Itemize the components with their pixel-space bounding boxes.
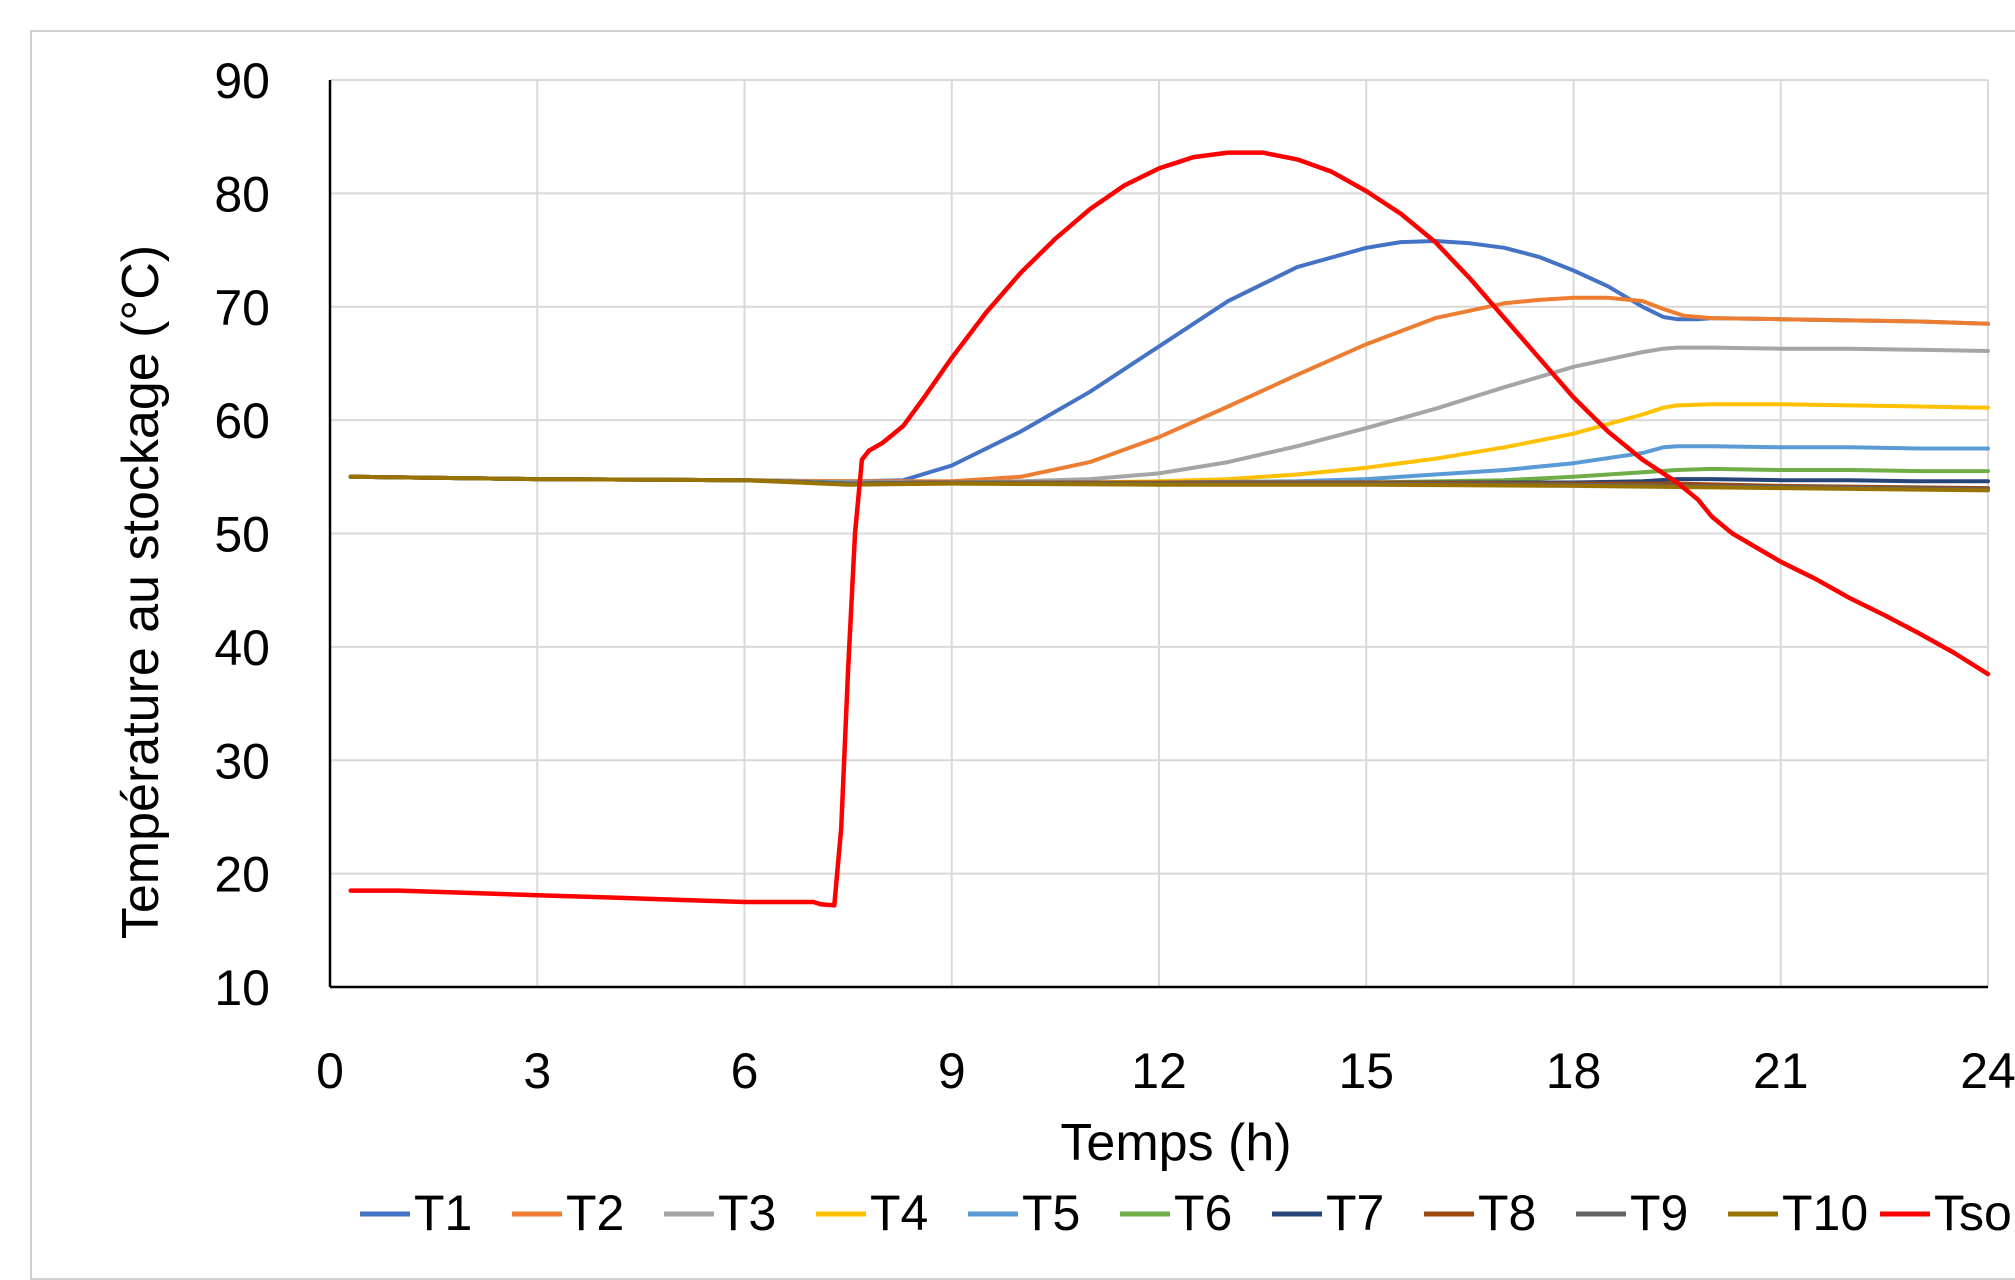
x-tick-label: 0 — [316, 1043, 344, 1099]
x-tick-label: 21 — [1753, 1043, 1809, 1099]
legend: T1 T2 T3 T4 T5 T6 T7 T8 T9 T10 Tsol — [360, 1185, 2015, 1241]
x-tick-label: 18 — [1546, 1043, 1602, 1099]
legend-item-t8: T8 — [1424, 1185, 1536, 1241]
legend-label: T5 — [1022, 1185, 1080, 1241]
legend-item-t3: T3 — [664, 1185, 776, 1241]
legend-label: T1 — [414, 1185, 472, 1241]
x-axis-label: Temps (h) — [1060, 1114, 1291, 1172]
x-tick-label: 15 — [1338, 1043, 1394, 1099]
x-tick-label: 6 — [731, 1043, 759, 1099]
y-tick-label: 70 — [214, 280, 270, 336]
y-axis-label: Température au stockage (°C) — [112, 245, 170, 939]
y-tick-label: 80 — [214, 166, 270, 222]
legend-item-t7: T7 — [1272, 1185, 1384, 1241]
legend-item-tsol: Tsol — [1880, 1185, 2015, 1241]
legend-item-t6: T6 — [1120, 1185, 1232, 1241]
tick-labels: 10 20 30 40 50 60 70 80 90 0 3 6 9 12 15 18 21 24 — [214, 53, 2015, 1099]
series-line-tsol — [351, 153, 1988, 906]
series-line-t3 — [351, 348, 1988, 483]
x-tick-label: 24 — [1960, 1043, 2015, 1099]
series-line-t2 — [351, 298, 1988, 482]
legend-item-t4: T4 — [816, 1185, 928, 1241]
legend-label: T10 — [1782, 1185, 1868, 1241]
legend-item-t10: T10 — [1728, 1185, 1868, 1241]
legend-label: T4 — [870, 1185, 928, 1241]
legend-item-t1: T1 — [360, 1185, 472, 1241]
legend-label: T2 — [566, 1185, 624, 1241]
y-tick-label: 90 — [214, 53, 270, 109]
series-line-t5 — [351, 446, 1988, 482]
legend-item-t2: T2 — [512, 1185, 624, 1241]
y-tick-label: 10 — [214, 960, 270, 1016]
legend-label: T7 — [1326, 1185, 1384, 1241]
legend-item-t5: T5 — [968, 1185, 1080, 1241]
legend-label: T9 — [1630, 1185, 1688, 1241]
legend-label: Tsol — [1934, 1185, 2015, 1241]
legend-label: T6 — [1174, 1185, 1232, 1241]
legend-label: T8 — [1478, 1185, 1536, 1241]
series-lines — [351, 153, 1988, 906]
y-tick-label: 60 — [214, 393, 270, 449]
y-tick-label: 50 — [214, 507, 270, 563]
x-tick-label: 9 — [938, 1043, 966, 1099]
x-tick-label: 12 — [1131, 1043, 1187, 1099]
legend-label: T3 — [718, 1185, 776, 1241]
y-tick-label: 40 — [214, 620, 270, 676]
legend-item-t9: T9 — [1576, 1185, 1688, 1241]
gridlines — [330, 80, 1988, 987]
x-tick-label: 3 — [523, 1043, 551, 1099]
y-tick-label: 30 — [214, 733, 270, 789]
y-tick-label: 20 — [214, 847, 270, 903]
